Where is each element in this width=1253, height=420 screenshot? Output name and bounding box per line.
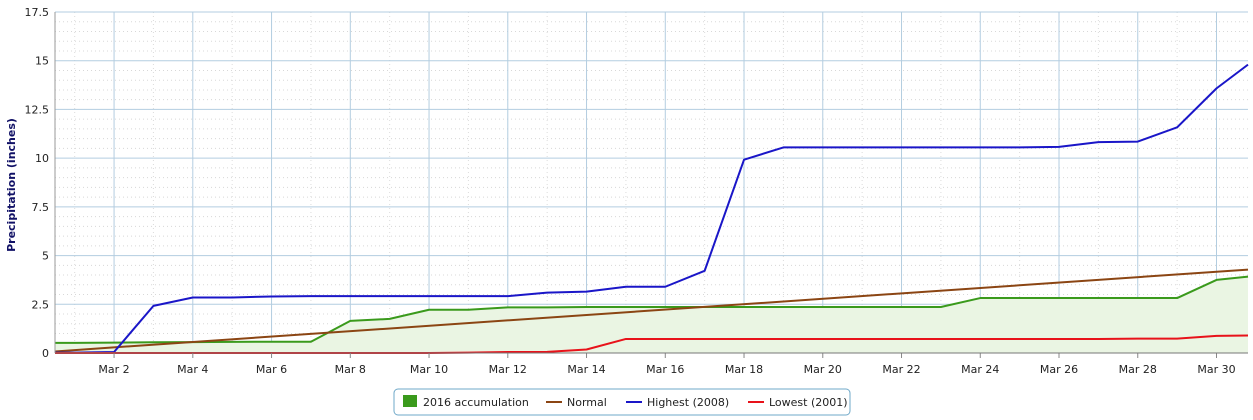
x-tick-label: Mar 16 [646,363,684,376]
y-tick-label: 7.5 [32,201,50,214]
legend-item-highest-2008[interactable]: Highest (2008) [626,396,729,409]
legend-label: 2016 accumulation [423,396,529,409]
y-tick-label: 17.5 [25,6,50,19]
legend[interactable]: 2016 accumulation Normal Highest (2008) Low… [393,388,851,416]
x-tick-label: Mar 10 [410,363,448,376]
legend-item-lowest-2001[interactable]: Lowest (2001) [748,396,848,409]
legend-box [393,388,851,416]
legend-label: Highest (2008) [647,396,729,409]
y-tick-label: 2.5 [32,298,50,311]
series-group [54,63,1249,354]
legend-swatch [403,395,417,407]
legend-label: Lowest (2001) [769,396,848,409]
series-line-highest-2008 [55,63,1249,354]
series-line-normal [54,268,1249,353]
x-tick-label: Mar 8 [335,363,366,376]
y-tick-label: 10 [35,152,49,165]
x-tick-label: Mar 24 [961,363,999,376]
x-tick-label: Mar 26 [1040,363,1078,376]
x-tick-label: Mar 22 [882,363,920,376]
series-area-2016-accumulation [55,276,1248,353]
x-tick-label: Mar 12 [489,363,527,376]
y-tick-label: 12.5 [25,103,50,116]
legend-item-normal[interactable]: Normal [546,396,607,409]
x-tick-label: Mar 4 [177,363,208,376]
legend-label: Normal [567,396,607,409]
x-tick-label: Mar 20 [804,363,842,376]
y-axis-title: Precipitation (inches) [5,118,18,252]
series-line-2016-accumulation [55,275,1249,344]
x-tick-label: Mar 28 [1119,363,1157,376]
x-tick-label: Mar 6 [256,363,287,376]
y-tick-label: 0 [42,347,49,360]
x-tick-label: Mar 14 [567,363,605,376]
legend-item-2016-accumulation[interactable]: 2016 accumulation [403,395,529,409]
y-tick-label: 5 [42,250,49,263]
x-tick-label: Mar 2 [98,363,129,376]
x-tick-label: Mar 30 [1197,363,1235,376]
x-tick-label: Mar 18 [725,363,763,376]
axes: 0 2.5 5 7.5 10 12.5 15 17.5 Mar 2 Mar 4 Mar 6 Mar 8… [25,6,1248,376]
y-tick-label: 15 [35,55,49,68]
